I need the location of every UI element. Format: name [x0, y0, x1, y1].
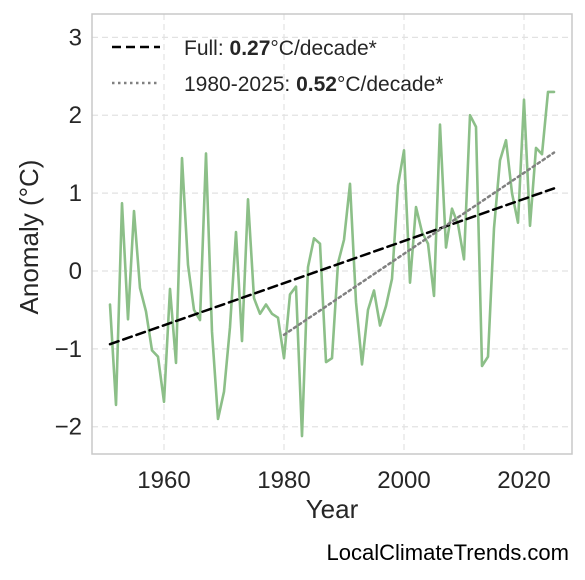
tick-labels: 1960 1980 2000 2020 −2 −1 0 1 2 3 — [55, 24, 551, 494]
x-tick-label-1980: 1980 — [257, 467, 310, 494]
plot-frame — [91, 13, 573, 455]
x-tick-label-1960: 1960 — [137, 467, 190, 494]
legend-full-suffix: °C/decade* — [270, 37, 376, 60]
legend-recent-value: 0.52 — [296, 73, 337, 96]
legend-full-prefix: Full: — [184, 37, 230, 60]
y-axis-title: Anomaly (°C) — [14, 160, 44, 315]
legend-label-full: Full: 0.27°C/decade* — [184, 37, 377, 60]
legend-recent-prefix: 1980-2025: — [184, 73, 296, 96]
full-trend-line — [108, 187, 556, 346]
legend-full-value: 0.27 — [230, 37, 271, 60]
x-tick-label-2000: 2000 — [377, 467, 430, 494]
y-tick-label--1: −1 — [55, 336, 82, 363]
recent-trend-line — [282, 151, 556, 337]
y-tick-label-3: 3 — [69, 24, 82, 51]
y-tick-label--2: −2 — [55, 414, 82, 441]
legend: Full: 0.27°C/decade* 1980-2025: 0.52°C/d… — [112, 37, 443, 96]
anomaly-series-line — [108, 90, 556, 438]
y-tick-label-0: 0 — [69, 258, 82, 285]
x-tick-label-2020: 2020 — [497, 467, 550, 494]
y-tick-label-2: 2 — [69, 102, 82, 129]
legend-label-recent: 1980-2025: 0.52°C/decade* — [184, 73, 443, 96]
y-tick-label-1: 1 — [69, 180, 82, 207]
x-axis-title: Year — [306, 494, 359, 524]
watermark: LocalClimateTrends.com — [326, 540, 570, 565]
legend-recent-suffix: °C/decade* — [337, 73, 443, 96]
series-layer — [108, 90, 556, 438]
